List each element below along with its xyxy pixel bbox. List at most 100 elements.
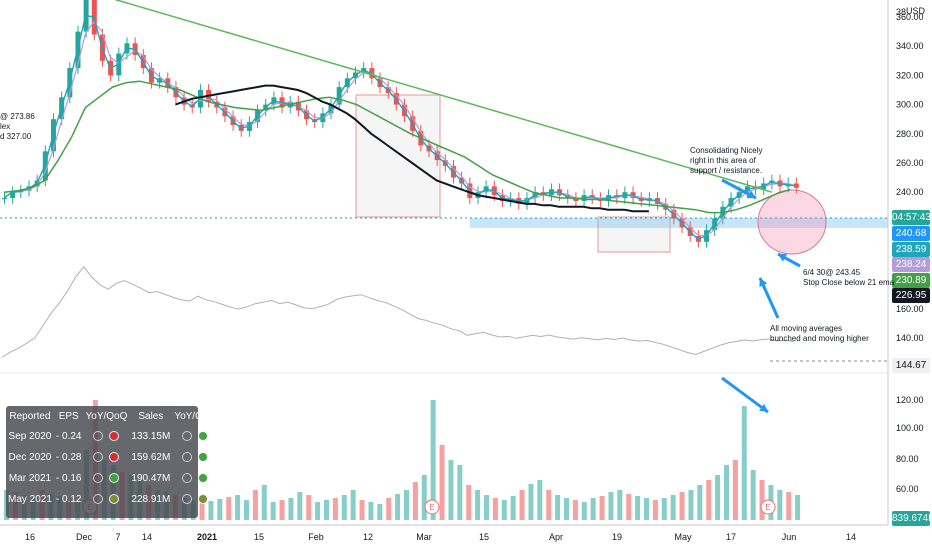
consolidating-annotation: Consolidating Nicely right in this area … <box>690 146 763 175</box>
relative-strength-line <box>1 265 794 358</box>
volume-tick-label: 60.00 <box>896 484 919 494</box>
y-tick-label: 300.00 <box>896 100 924 110</box>
x-tick-label: May <box>674 532 692 542</box>
volume-bar <box>350 490 356 520</box>
volume-bar <box>528 484 534 520</box>
volume-tick-label: 100.00 <box>896 423 924 433</box>
volume-bar <box>315 502 321 520</box>
volume-bar <box>564 498 569 520</box>
header-sales-yoy: YoY/QoQ <box>174 410 217 422</box>
growth-dot-icon <box>109 452 120 463</box>
earnings-period: Mar 2021 <box>8 473 52 484</box>
growth-dot-icon <box>182 494 193 505</box>
volume-bar <box>332 498 338 520</box>
earnings-header: Reported EPS YoY/QoQ Sales YoY/QoQ <box>6 406 218 426</box>
earnings-marker <box>760 499 776 515</box>
y-tick-label: 160.00 <box>896 304 924 314</box>
earnings-eps: - 0.24 <box>55 431 82 442</box>
x-tick-label: 7 <box>115 532 120 542</box>
price-label: 144.67 <box>892 358 930 373</box>
volume-bar <box>608 492 614 520</box>
x-tick-label: 14 <box>142 532 152 542</box>
x-tick-label: Feb <box>308 532 324 542</box>
volume-bar <box>706 480 712 520</box>
y-tick-label: 240.00 <box>896 187 924 197</box>
growth-dot-icon <box>109 431 120 442</box>
volume-bar <box>359 500 365 520</box>
stop-annotation: 6/4 30@ 243.45 Stop Close below 21 ema <box>803 268 895 287</box>
earnings-row: Mar 2021- 0.16 190.47M <box>6 468 218 489</box>
volume-bar <box>297 492 303 520</box>
earnings-eps: - 0.28 <box>55 452 82 463</box>
volume-tick-label: 120.00 <box>896 395 924 405</box>
time-axis: 16 Dec 7 14 2021 15 Feb 12 Mar 15 Apr 19 May 17 Jun 14 <box>0 524 888 542</box>
growth-dot-icon <box>93 431 104 442</box>
volume-bar <box>217 499 223 520</box>
y-tick-label: 260.00 <box>896 158 924 168</box>
volume-tick-label: 80.00 <box>896 454 919 464</box>
sales-growth-dots <box>172 468 218 489</box>
header-sales: Sales <box>138 410 164 422</box>
earnings-row: Dec 2020- 0.28 159.62M <box>6 447 218 468</box>
x-tick-label: Mar <box>416 532 432 542</box>
earnings-row: May 2021- 0.12 228.91M <box>6 489 218 510</box>
price-label: 839.674K <box>892 511 932 526</box>
eps-growth-dots <box>84 426 130 447</box>
volume-bar <box>581 502 587 520</box>
volume-bar <box>759 480 765 520</box>
earnings-sales: 190.47M <box>131 473 171 484</box>
growth-dot-icon <box>198 494 209 505</box>
earnings-row: Sep 2020- 0.24 133.15M <box>6 426 218 447</box>
candle-body <box>10 192 16 199</box>
x-tick-label: 12 <box>363 532 373 542</box>
volume-bar <box>741 406 747 520</box>
x-tick-label: 16 <box>25 532 35 542</box>
growth-dot-icon <box>93 494 104 505</box>
volume-bar <box>324 500 329 520</box>
growth-dot-icon <box>93 473 104 484</box>
candle-body <box>793 183 799 188</box>
volume-bar <box>617 490 623 520</box>
earnings-table: Reported EPS YoY/QoQ Sales YoY/QoQ Sep 2… <box>6 406 216 518</box>
volume-bar <box>635 496 641 520</box>
eps-growth-dots <box>84 489 130 510</box>
volume-bar <box>404 490 409 520</box>
price-label: 04:57:43 <box>892 210 931 225</box>
price-label: 238.59 <box>892 242 930 257</box>
volume-bar <box>430 400 436 520</box>
growth-dot-icon <box>182 431 193 442</box>
x-tick-label: 17 <box>726 532 736 542</box>
growth-dot-icon <box>198 452 209 463</box>
volume-bar <box>466 485 472 520</box>
arrow-volume-head <box>759 403 768 412</box>
currency-label: USD <box>906 6 926 16</box>
volume-bar <box>724 465 729 520</box>
candle-body <box>2 198 7 200</box>
volume-bar <box>261 485 267 520</box>
sales-growth-dots <box>172 489 218 510</box>
volume-bar <box>670 495 676 520</box>
volume-bar <box>510 496 516 520</box>
volume-bar <box>590 498 596 520</box>
x-tick-label: Apr <box>549 532 563 542</box>
y-tick-label: 340.00 <box>896 41 924 51</box>
y-tick-label: 280.00 <box>896 129 924 139</box>
volume-bar <box>377 504 383 520</box>
x-tick-label: 2021 <box>197 532 217 542</box>
volume-bar <box>244 500 249 520</box>
earnings-marker-label: E <box>429 503 434 512</box>
volume-bar <box>199 502 205 520</box>
volume-bar <box>421 475 427 520</box>
volume-bar <box>652 500 658 520</box>
earnings-sales: 159.62M <box>131 452 171 463</box>
highlight-circle <box>757 189 827 255</box>
volume-bar <box>644 498 649 520</box>
volume-bar <box>688 490 694 520</box>
y-tick-label: 320.00 <box>896 70 924 80</box>
volume-bar <box>537 480 543 520</box>
arrow-volume <box>721 376 769 414</box>
sma-50-line <box>175 84 649 213</box>
volume-bar <box>341 495 347 520</box>
volume-bar <box>279 500 285 520</box>
